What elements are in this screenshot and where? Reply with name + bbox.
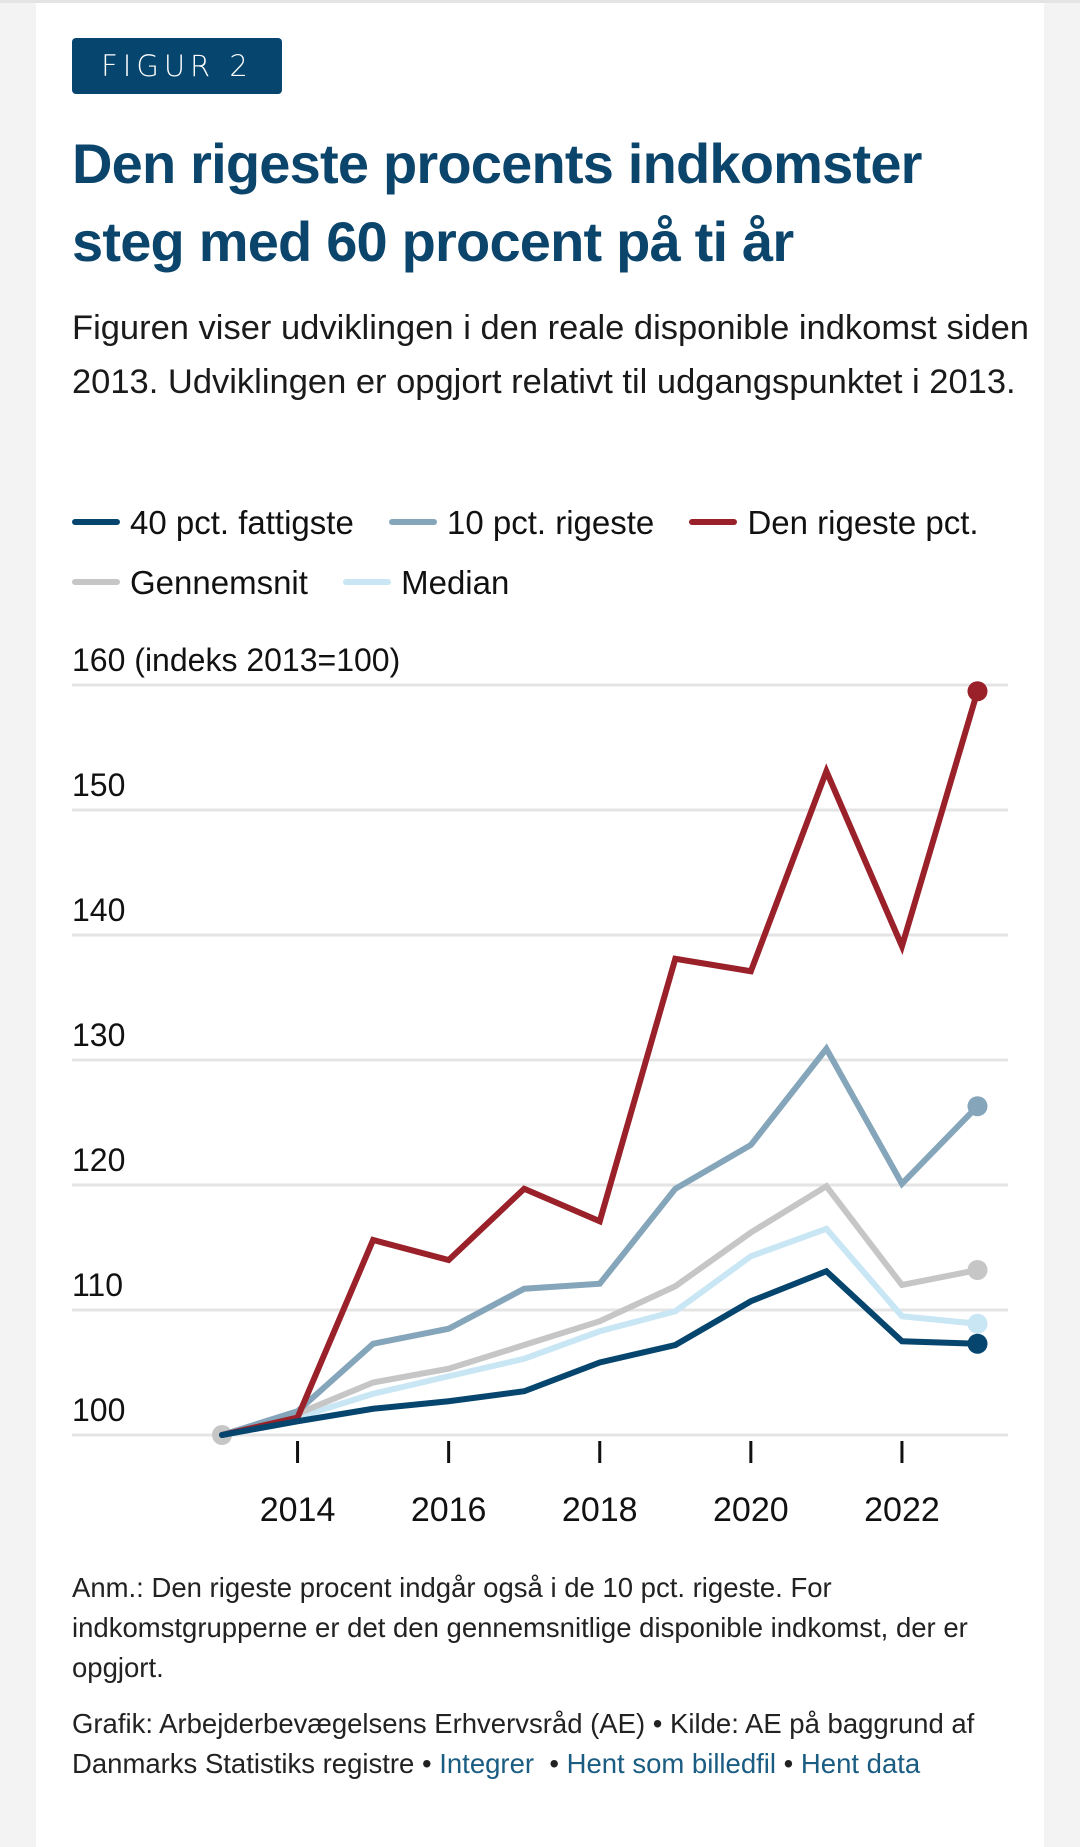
legend-item-gennemsnit[interactable]: Gennemsnit [72,564,308,601]
separator: • [783,1748,794,1779]
legend-label: Median [401,564,510,601]
figure-badge: FIGUR 2 [72,38,282,94]
legend-swatch [343,579,392,586]
chart-credit: Grafik: Arbejderbevægelsens Erhvervsråd … [72,1704,1042,1784]
legend-item-10-rigeste[interactable]: 10 pct. rigeste [388,504,655,541]
download-data-link[interactable]: Hent data [800,1748,921,1779]
legend-swatch [72,579,120,586]
legend: 40 pct. fattigste 10 pct. rigeste Den ri… [72,493,1032,613]
chart-title: Den rigeste procents indkomster steg med… [72,132,922,273]
legend-swatch [689,519,738,526]
chart-subtitle: Figuren viser udviklingen i den reale di… [72,309,1029,401]
embed-link[interactable]: Integrer [439,1748,535,1779]
credit-text: Grafik: Arbejderbevægelsens Erhvervsråd … [72,1708,975,1779]
legend-swatch [72,519,120,526]
legend-item-40-fattigste[interactable]: 40 pct. fattigste [72,504,354,541]
legend-item-rigeste-pct[interactable]: Den rigeste pct. [689,504,979,541]
legend-label: Den rigeste pct. [747,504,979,541]
legend-label: 40 pct. fattigste [130,504,354,541]
separator: • [549,1748,559,1779]
legend-label: 10 pct. rigeste [446,504,655,541]
download-image-link[interactable]: Hent som billedfil [566,1748,776,1779]
top-border [0,0,1080,3]
figure-card: FIGUR 2 Den rigeste procents indkomster … [36,3,1044,1847]
legend-label: Gennemsnit [130,564,308,601]
legend-swatch [388,519,437,526]
chart-note: Anm.: Den rigeste procent indgår også i … [72,1572,968,1683]
legend-item-median[interactable]: Median [343,564,509,601]
separator: • [421,1748,432,1779]
